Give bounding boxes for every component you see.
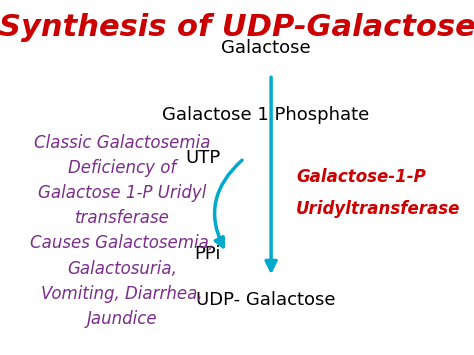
Text: transferase: transferase: [75, 209, 170, 227]
Text: PPi: PPi: [194, 245, 221, 263]
Text: UDP- Galactose: UDP- Galactose: [196, 291, 336, 309]
Text: Galactose 1-P Uridyl: Galactose 1-P Uridyl: [38, 184, 206, 202]
Text: Deficiency of: Deficiency of: [68, 159, 176, 177]
Text: Classic Galactosemia: Classic Galactosemia: [34, 134, 210, 152]
Text: Uridyltransferase: Uridyltransferase: [296, 200, 461, 218]
Text: Galactose: Galactose: [221, 39, 310, 57]
Text: Galactosuria,: Galactosuria,: [67, 260, 177, 278]
Text: Galactose-1-P: Galactose-1-P: [296, 169, 426, 186]
Text: Causes Galactosemia,: Causes Galactosemia,: [30, 234, 214, 252]
Text: Vomiting, Diarrhea,: Vomiting, Diarrhea,: [41, 285, 203, 303]
Text: Synthesis of UDP-Galactose: Synthesis of UDP-Galactose: [0, 13, 474, 42]
Text: Galactose 1 Phosphate: Galactose 1 Phosphate: [162, 105, 369, 124]
Text: Jaundice: Jaundice: [87, 310, 157, 328]
Text: UTP: UTP: [186, 149, 221, 167]
